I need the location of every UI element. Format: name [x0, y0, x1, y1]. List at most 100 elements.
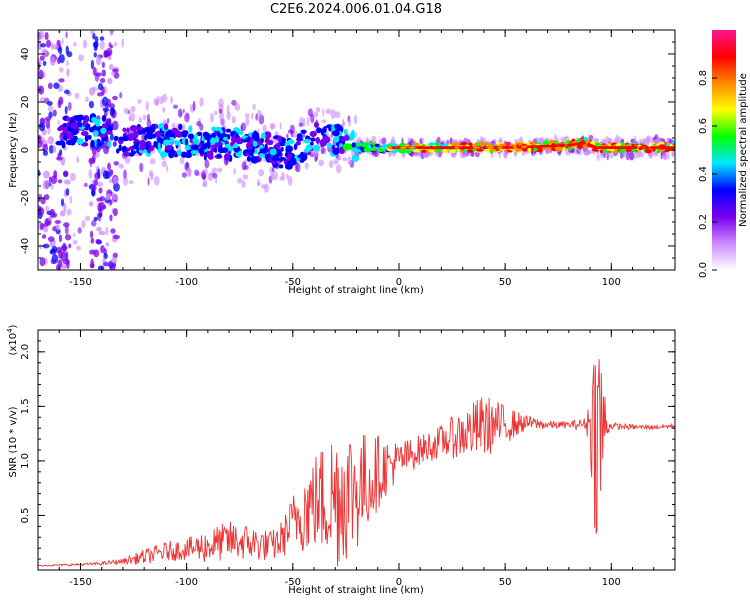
- spectrogram-cell: [287, 175, 293, 186]
- spectrogram-cell: [84, 134, 89, 142]
- spectrogram-cell: [421, 149, 427, 153]
- spectrogram-cell: [399, 142, 406, 148]
- spectrogram-cell: [90, 59, 95, 70]
- spectrogram-cell: [95, 56, 102, 66]
- spectrogram-cell: [105, 50, 112, 57]
- spectrogram-cell: [214, 110, 218, 116]
- spectrogram-cell: [128, 115, 132, 121]
- spectrogram-cell: [309, 141, 314, 146]
- spectrogram-cell: [307, 108, 313, 117]
- spectrogram-cell: [211, 167, 218, 173]
- spectrogram-cell: [50, 258, 57, 265]
- spectrogram-cell: [246, 155, 252, 162]
- spectrogram-cell: [101, 61, 105, 69]
- y-tick-label: 0: [20, 147, 31, 153]
- spectrogram-cell: [303, 138, 310, 144]
- spectrogram-cell: [260, 132, 266, 139]
- spectrogram-cell: [59, 67, 64, 73]
- spectrogram-cell: [68, 243, 72, 249]
- spectrogram-cell: [100, 127, 107, 134]
- colorbar-tick-label: 0.6: [698, 118, 709, 134]
- spectrogram-cell: [560, 144, 566, 147]
- spectrogram-cell: [70, 172, 76, 182]
- spectrogram-cell: [241, 161, 247, 171]
- spectrogram-cell: [93, 179, 99, 186]
- spectrogram-cell: [66, 51, 73, 58]
- spectrogram-cell: [88, 87, 96, 96]
- spectrogram-cell: [463, 146, 470, 150]
- spectrogram-cell: [588, 134, 594, 141]
- spectrogram-cell: [50, 248, 56, 254]
- spectrogram-cell: [142, 128, 146, 135]
- spectrogram-cell: [100, 12, 103, 18]
- spectrogram-cell: [132, 130, 139, 139]
- spectrogram-cell: [551, 144, 557, 148]
- spectrogram-cell: [112, 176, 119, 185]
- spectrogram-cell: [198, 142, 203, 149]
- spectrogram-cell: [39, 117, 46, 125]
- spectrogram-cell: [102, 170, 109, 179]
- spectrogram-cell: [447, 146, 452, 150]
- spectrogram-cell: [182, 108, 185, 114]
- spectrogram-cell: [662, 151, 668, 160]
- spectrogram-cell: [242, 174, 249, 180]
- spectrogram-cell: [97, 82, 104, 91]
- spectrogram-cell: [322, 135, 330, 144]
- spectrogram-cell: [222, 136, 228, 141]
- spectrogram-x-axis-label: Height of straight line (km): [288, 285, 424, 296]
- y-tick-label: 1.0: [20, 453, 31, 469]
- spectrogram-cell: [57, 179, 63, 184]
- spectrogram-cell: [244, 137, 251, 143]
- spectrogram-cell: [42, 150, 49, 156]
- spectrogram-cell: [41, 48, 48, 56]
- spectrogram-cell: [48, 111, 53, 119]
- spectrogram-cell: [113, 41, 118, 47]
- spectrogram-cell: [608, 151, 615, 159]
- spectrogram-cell: [40, 43, 47, 48]
- colorbar-tick-label: 0.8: [698, 70, 709, 86]
- spectrogram-cell: [89, 230, 94, 239]
- spectrogram-cell: [60, 139, 64, 145]
- spectrogram-cell: [69, 195, 73, 204]
- spectrogram-cell: [434, 151, 438, 157]
- spectrogram-cell: [52, 14, 57, 23]
- spectrogram-cell: [530, 140, 536, 146]
- spectrogram-cell: [353, 114, 358, 125]
- spectrogram-cell: [164, 144, 173, 150]
- x-tick-label: 50: [499, 277, 512, 288]
- spectrogram-cell: [150, 171, 154, 181]
- spectrogram-cell: [138, 116, 143, 124]
- spectrogram-cell: [315, 107, 321, 113]
- spectrogram-cell: [98, 230, 106, 236]
- spectrogram-cell: [130, 106, 136, 113]
- spectrogram-cell: [300, 129, 307, 134]
- spectrogram-cell: [109, 107, 115, 117]
- spectrogram-cell: [467, 149, 474, 153]
- spectrogram-cell: [145, 101, 149, 111]
- spectrogram-cell: [621, 146, 630, 150]
- spectrogram-cell: [593, 137, 600, 142]
- spectrogram-cell: [381, 144, 389, 149]
- spectrogram-cell: [50, 42, 55, 50]
- spectrogram-cell: [348, 160, 353, 166]
- spectrogram-cell: [118, 136, 123, 142]
- spectrogram-cell: [640, 152, 645, 158]
- spectrogram-cell: [333, 135, 340, 143]
- spectrogram-cell: [103, 261, 110, 267]
- spectrogram-cell: [343, 128, 348, 136]
- spectrogram-cell: [88, 100, 95, 109]
- spectrogram-cell: [318, 159, 324, 167]
- spectrogram-cell: [97, 181, 104, 188]
- spectrogram-panel: -150 -100 -50 0 50 100 -40 -20 0 20 40 Height of …: [8, 12, 676, 296]
- spectrogram-cell: [288, 160, 297, 166]
- spectrogram-cell: [65, 251, 69, 261]
- spectrogram-cell: [147, 177, 150, 186]
- spectrogram-cell: [230, 135, 237, 144]
- spectrogram-cell: [342, 157, 348, 162]
- spectrogram-cell: [194, 133, 198, 140]
- spectrogram-cell: [577, 142, 583, 146]
- colorbar-tick-label: 0.4: [698, 166, 709, 182]
- spectrogram-cell: [42, 60, 47, 66]
- spectrogram-cell: [272, 156, 280, 162]
- spectrogram-cell: [176, 149, 182, 157]
